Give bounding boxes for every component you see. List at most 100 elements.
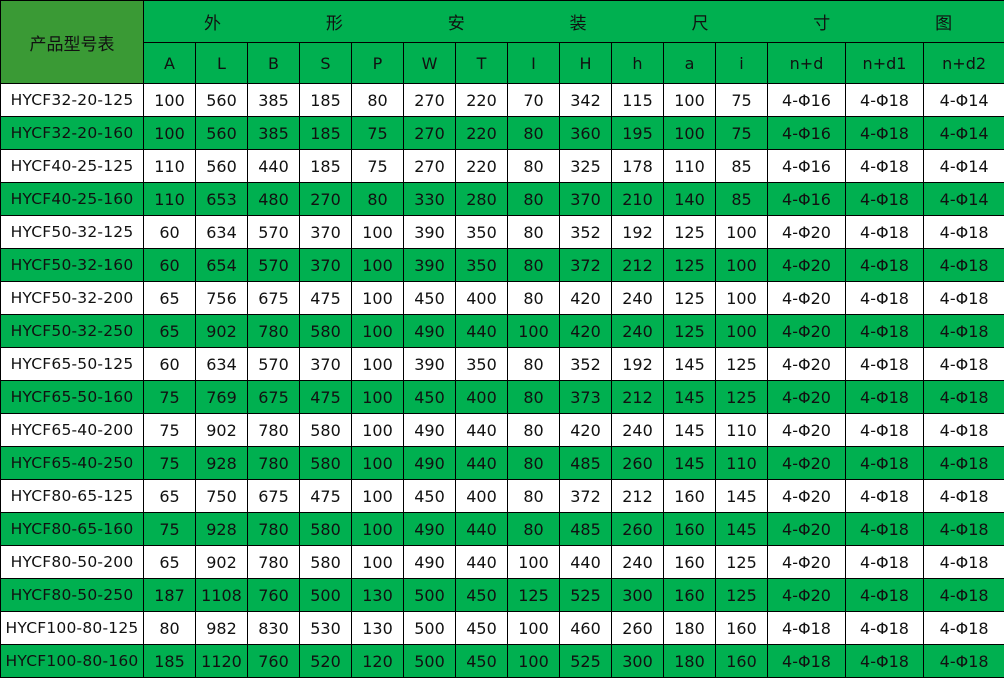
value-cell: 75	[352, 117, 404, 150]
value-cell: 100	[716, 315, 768, 348]
column-header: L	[196, 43, 248, 84]
value-cell: 4-Φ18	[924, 513, 1004, 546]
group-header-char: 图	[935, 9, 952, 34]
value-cell: 370	[300, 249, 352, 282]
value-cell: 560	[196, 84, 248, 117]
value-cell: 70	[508, 84, 560, 117]
value-cell: 270	[300, 183, 352, 216]
value-cell: 110	[144, 150, 196, 183]
column-header: W	[404, 43, 456, 84]
value-cell: 80	[508, 183, 560, 216]
value-cell: 80	[508, 414, 560, 447]
value-cell: 485	[560, 513, 612, 546]
value-cell: 65	[144, 546, 196, 579]
value-cell: 4-Φ18	[924, 447, 1004, 480]
value-cell: 4-Φ18	[846, 282, 924, 315]
value-cell: 100	[352, 348, 404, 381]
model-cell: HYCF32-20-125	[1, 84, 144, 117]
value-cell: 100	[144, 84, 196, 117]
value-cell: 212	[612, 249, 664, 282]
value-cell: 75	[144, 513, 196, 546]
value-cell: 75	[716, 117, 768, 150]
value-cell: 480	[248, 183, 300, 216]
value-cell: 220	[456, 117, 508, 150]
value-cell: 4-Φ16	[768, 117, 846, 150]
value-cell: 4-Φ18	[846, 315, 924, 348]
value-cell: 220	[456, 150, 508, 183]
value-cell: 4-Φ14	[924, 150, 1004, 183]
value-cell: 130	[352, 612, 404, 645]
value-cell: 4-Φ18	[924, 546, 1004, 579]
value-cell: 830	[248, 612, 300, 645]
value-cell: 530	[300, 612, 352, 645]
column-header: I	[508, 43, 560, 84]
value-cell: 450	[404, 480, 456, 513]
value-cell: 570	[248, 348, 300, 381]
value-cell: 440	[456, 546, 508, 579]
value-cell: 350	[456, 348, 508, 381]
value-cell: 4-Φ20	[768, 579, 846, 612]
value-cell: 100	[352, 546, 404, 579]
value-cell: 80	[352, 84, 404, 117]
value-cell: 80	[508, 117, 560, 150]
value-cell: 180	[664, 645, 716, 678]
value-cell: 450	[456, 579, 508, 612]
value-cell: 4-Φ18	[846, 183, 924, 216]
value-cell: 110	[664, 150, 716, 183]
value-cell: 440	[456, 414, 508, 447]
value-cell: 100	[508, 315, 560, 348]
value-cell: 125	[508, 579, 560, 612]
value-cell: 440	[456, 447, 508, 480]
value-cell: 100	[716, 216, 768, 249]
value-cell: 80	[508, 150, 560, 183]
column-header: h	[612, 43, 664, 84]
value-cell: 560	[196, 150, 248, 183]
value-cell: 4-Φ20	[768, 348, 846, 381]
value-cell: 390	[404, 249, 456, 282]
value-cell: 125	[664, 249, 716, 282]
value-cell: 220	[456, 84, 508, 117]
value-cell: 60	[144, 249, 196, 282]
value-cell: 80	[352, 183, 404, 216]
value-cell: 4-Φ20	[768, 249, 846, 282]
value-cell: 325	[560, 150, 612, 183]
value-cell: 342	[560, 84, 612, 117]
value-cell: 360	[560, 117, 612, 150]
value-cell: 4-Φ18	[768, 612, 846, 645]
value-cell: 780	[248, 315, 300, 348]
column-header: n+d	[768, 43, 846, 84]
column-header: S	[300, 43, 352, 84]
value-cell: 580	[300, 315, 352, 348]
model-cell: HYCF50-32-125	[1, 216, 144, 249]
value-cell: 780	[248, 546, 300, 579]
value-cell: 280	[456, 183, 508, 216]
value-cell: 4-Φ18	[846, 150, 924, 183]
value-cell: 4-Φ20	[768, 447, 846, 480]
value-cell: 4-Φ20	[768, 480, 846, 513]
value-cell: 270	[404, 84, 456, 117]
value-cell: 4-Φ18	[846, 579, 924, 612]
value-cell: 370	[300, 348, 352, 381]
value-cell: 525	[560, 645, 612, 678]
value-cell: 450	[404, 282, 456, 315]
value-cell: 145	[664, 414, 716, 447]
value-cell: 125	[716, 381, 768, 414]
value-cell: 180	[664, 612, 716, 645]
value-cell: 475	[300, 381, 352, 414]
model-cell: HYCF65-50-160	[1, 381, 144, 414]
value-cell: 80	[508, 513, 560, 546]
value-cell: 560	[196, 117, 248, 150]
column-header: T	[456, 43, 508, 84]
value-cell: 352	[560, 348, 612, 381]
value-cell: 260	[612, 447, 664, 480]
value-cell: 372	[560, 249, 612, 282]
value-cell: 490	[404, 513, 456, 546]
